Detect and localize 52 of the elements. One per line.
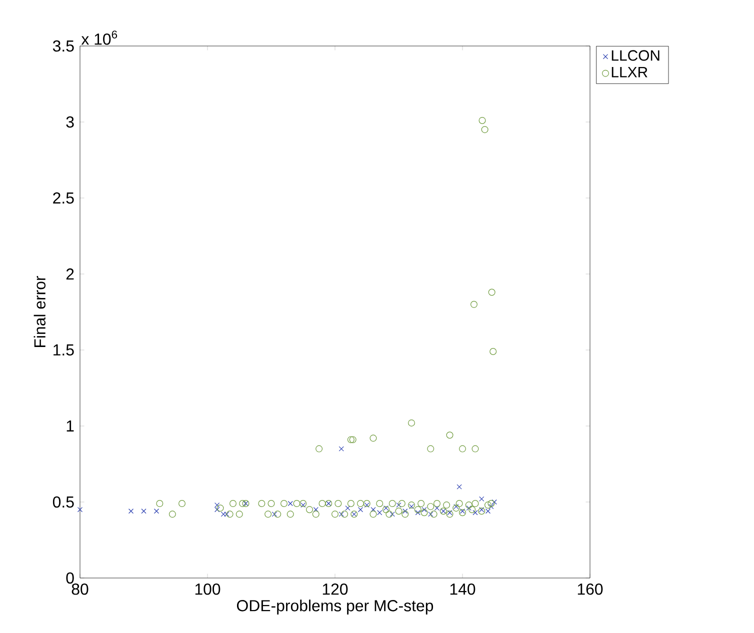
point [141,508,146,514]
point [345,506,350,511]
point [214,502,220,508]
point [77,507,83,512]
point [472,510,478,516]
y-tick-label: 1 [66,420,74,432]
x-axis-title: ODE-problems per MC-step [236,600,434,614]
point [402,508,408,514]
point [390,512,395,517]
point [422,507,427,512]
point [454,504,459,510]
point [492,499,497,505]
y-tick-label: 1.5 [54,344,74,356]
point [288,500,293,506]
point [396,502,402,508]
point [214,507,220,512]
text: x 10$^{6}$ [81,30,118,45]
point [434,506,440,511]
y-tick-label: 2.5 [53,192,74,204]
y-tick-label: 3 [66,116,74,128]
legend-label: LLCON [612,50,660,61]
point [428,512,434,517]
point [415,510,420,516]
point [154,508,160,514]
x-tick-label: 120 [322,584,348,595]
y-tick-label: 0 [66,572,74,584]
x-tick-label: 160 [578,584,603,595]
point [224,512,230,517]
point [313,507,318,512]
point [358,507,364,512]
point [370,507,376,512]
point [220,512,226,517]
point [456,484,462,490]
x-tick-label: 100 [195,584,220,595]
point [408,504,414,510]
point [338,446,344,452]
point [479,496,484,502]
y-tick-label: 3.5 [52,40,74,52]
y-axis-title: Final error [34,276,46,348]
point [466,506,472,511]
y-tick-label: 2 [66,268,74,280]
legend-label: LLXR [612,66,648,78]
point [377,510,382,516]
y-tick-label: 0.5 [52,496,74,508]
point [460,508,466,514]
point [128,508,134,514]
x-tick-label: 80 [72,584,88,595]
point [383,506,389,511]
point [272,512,277,517]
x-tick-label: 140 [450,584,476,595]
point [338,512,344,517]
point [488,504,494,510]
